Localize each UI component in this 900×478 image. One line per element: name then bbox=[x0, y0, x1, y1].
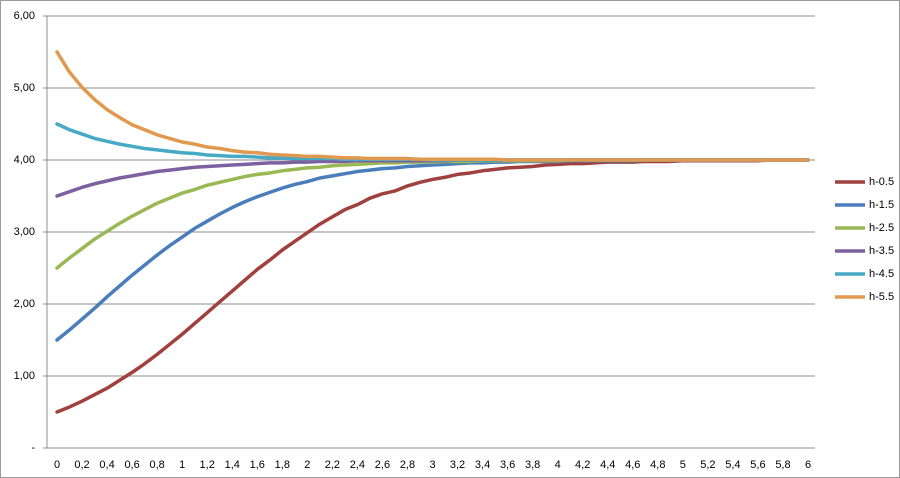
x-tick-label: 4,4 bbox=[600, 459, 615, 471]
x-tick-label: 0,6 bbox=[124, 459, 139, 471]
legend-label: h-3.5 bbox=[869, 245, 894, 257]
legend-label: h-5.5 bbox=[869, 291, 894, 303]
x-tick-label: 0,4 bbox=[99, 459, 114, 471]
x-tick-label: 1 bbox=[179, 459, 185, 471]
y-tick-label: 1,00 bbox=[14, 370, 35, 382]
x-tick-label: 1,4 bbox=[225, 459, 240, 471]
y-tick-label: 6,00 bbox=[14, 10, 35, 22]
x-tick-label: 2,6 bbox=[375, 459, 390, 471]
legend-label: h-2.5 bbox=[869, 222, 894, 234]
x-tick-label: 6 bbox=[805, 459, 811, 471]
x-tick-label: 4,2 bbox=[575, 459, 590, 471]
x-tick-label: 3 bbox=[429, 459, 435, 471]
x-tick-label: 5,4 bbox=[725, 459, 740, 471]
x-tick-label: 4 bbox=[555, 459, 561, 471]
y-tick-label: 2,00 bbox=[14, 298, 35, 310]
x-tick-label: 0,8 bbox=[149, 459, 164, 471]
x-tick-label: 3,4 bbox=[475, 459, 490, 471]
x-tick-label: 2 bbox=[304, 459, 310, 471]
x-tick-label: 3,2 bbox=[450, 459, 465, 471]
x-tick-label: 5,6 bbox=[750, 459, 765, 471]
x-tick-label: 5,2 bbox=[700, 459, 715, 471]
series-line bbox=[55, 50, 810, 162]
x-tick-label: 3,6 bbox=[500, 459, 515, 471]
y-tick-label: 3,00 bbox=[14, 226, 35, 238]
x-tick-label: 5,8 bbox=[775, 459, 790, 471]
x-tick-label: 5 bbox=[680, 459, 686, 471]
x-tick-label: 2,8 bbox=[400, 459, 415, 471]
x-tick-label: 1,6 bbox=[250, 459, 265, 471]
x-tick-label: 1,8 bbox=[275, 459, 290, 471]
x-tick-label: 0,2 bbox=[74, 459, 89, 471]
x-tick-label: 0 bbox=[54, 459, 60, 471]
y-tick-label: 4,00 bbox=[14, 154, 35, 166]
x-tick-label: 3,8 bbox=[525, 459, 540, 471]
y-tick-label: 5,00 bbox=[14, 82, 35, 94]
legend-label: h-1.5 bbox=[869, 199, 894, 211]
x-tick-label: 2,2 bbox=[325, 459, 340, 471]
y-tick-label: - bbox=[31, 442, 35, 454]
legend-label: h-0.5 bbox=[869, 176, 894, 188]
x-tick-label: 4,8 bbox=[650, 459, 665, 471]
x-tick-label: 2,4 bbox=[350, 459, 365, 471]
legend-label: h-4.5 bbox=[869, 268, 894, 280]
x-tick-label: 1,2 bbox=[200, 459, 215, 471]
x-tick-label: 4,6 bbox=[625, 459, 640, 471]
